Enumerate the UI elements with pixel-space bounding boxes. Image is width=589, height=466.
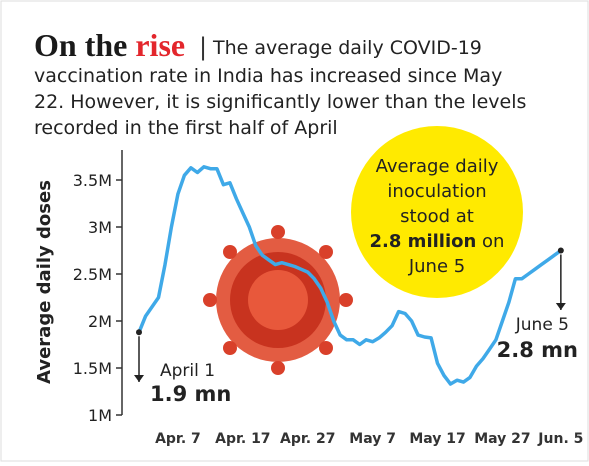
arrow-head [555, 303, 566, 310]
title-highlight: rise [135, 27, 185, 63]
subtitle: vaccination rate in India has increased … [34, 65, 502, 87]
arrow-head [134, 375, 144, 382]
x-tick-label: Apr. 17 [215, 431, 270, 447]
separator: | [199, 33, 207, 61]
subtitle: recorded in the first half of April [34, 117, 338, 139]
y-tick-label: 2.5M [73, 265, 112, 284]
callout-circle [351, 126, 523, 298]
x-tick-label: May 7 [349, 431, 396, 447]
callout-text: June 5 [408, 256, 465, 277]
callout-text: 2.8 million on [370, 231, 505, 252]
callout-text: Average daily [376, 156, 499, 177]
callout-text: inoculation [387, 181, 486, 202]
y-tick-label: 3M [88, 218, 112, 237]
x-tick-label: May 17 [409, 431, 465, 447]
callout-text: stood at [400, 206, 474, 227]
x-tick-label: Apr. 7 [155, 431, 201, 447]
y-tick-label: 3.5M [73, 171, 112, 190]
annotation-value: 1.9 mn [150, 382, 231, 406]
data-line [137, 165, 562, 386]
end-point [557, 247, 564, 254]
x-tick-label: May 27 [474, 431, 530, 447]
annotation-value: 2.8 mn [497, 338, 578, 362]
annotation: April 1 [160, 361, 215, 381]
y-axis-label: Average daily doses [34, 180, 55, 384]
title-text: On the [34, 27, 127, 63]
callout-bold: 2.8 million [370, 231, 477, 252]
subtitle: The average daily COVID-19 [212, 37, 482, 59]
y-tick-label: 1M [88, 406, 112, 425]
title: On the rise [34, 27, 185, 63]
subtitle: 22. However, it is significantly lower t… [34, 91, 526, 113]
x-tick-label: Apr. 27 [280, 431, 335, 447]
x-tick-label: Jun. 5 [537, 431, 583, 447]
start-point [136, 329, 142, 336]
annotation: June 5 [515, 315, 569, 335]
virus-illustration [203, 225, 353, 375]
y-tick-label: 1.5M [73, 359, 112, 378]
y-tick-label: 2M [88, 312, 112, 331]
callout-text: on [482, 231, 504, 252]
